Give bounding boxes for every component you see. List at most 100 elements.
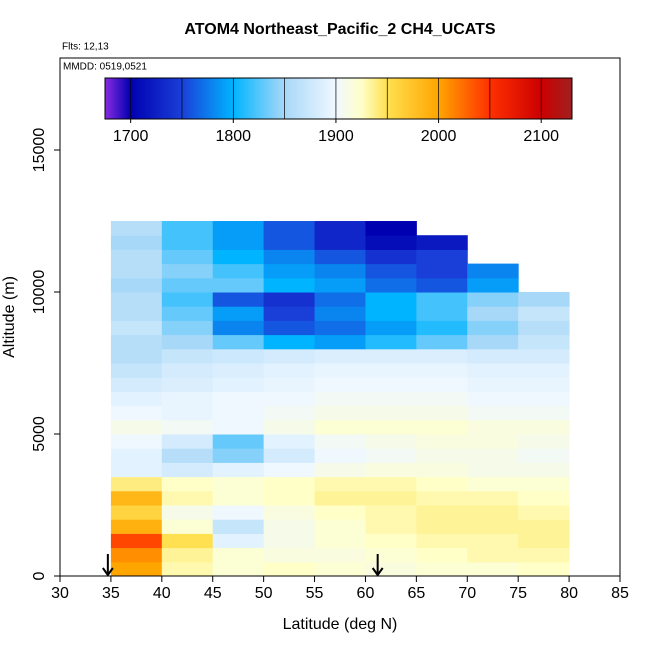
heat-cell xyxy=(467,434,519,449)
heat-cell xyxy=(263,263,316,279)
heat-cell xyxy=(212,533,265,549)
heat-cell xyxy=(416,263,468,279)
heat-cell xyxy=(416,277,468,293)
heat-cell xyxy=(314,476,366,492)
heat-cell xyxy=(263,363,316,378)
colorbar-tick-label: 1700 xyxy=(113,128,149,145)
arrow xyxy=(102,554,114,577)
heat-cell xyxy=(263,277,316,293)
heat-cell xyxy=(314,391,366,407)
heat-cell xyxy=(314,377,366,392)
heat-cell xyxy=(314,462,366,478)
heat-cell xyxy=(263,462,316,478)
heat-cell xyxy=(365,377,417,392)
heat-cell xyxy=(110,263,163,279)
heat-cell xyxy=(212,434,265,449)
heat-cell xyxy=(263,547,316,563)
heat-cell xyxy=(161,334,214,350)
heat-cell xyxy=(416,405,468,421)
x-tick-label: 70 xyxy=(458,585,476,602)
heat-cell xyxy=(518,505,570,520)
heat-cell xyxy=(212,221,265,236)
heat-cell xyxy=(263,405,316,421)
heat-cell xyxy=(263,306,316,321)
heat-cell xyxy=(161,377,214,392)
heat-cell xyxy=(518,419,570,435)
heat-cell xyxy=(416,377,468,392)
heat-cell xyxy=(110,405,163,421)
heat-cell xyxy=(161,448,214,463)
x-tick-label: 80 xyxy=(560,585,578,602)
heat-cell xyxy=(110,533,163,549)
heat-cell xyxy=(161,547,214,563)
colorbar-tick-label: 1800 xyxy=(215,128,251,145)
heat-cell xyxy=(365,277,417,293)
heat-cell xyxy=(161,391,214,407)
heat-cell xyxy=(212,334,265,350)
heat-cell xyxy=(467,405,519,421)
x-tick-label: 45 xyxy=(204,585,222,602)
heat-cell xyxy=(110,448,163,463)
heat-cell xyxy=(518,348,570,364)
heat-cell xyxy=(263,448,316,463)
heat-cell xyxy=(212,348,265,364)
heat-cell xyxy=(110,462,163,478)
heat-cell xyxy=(416,334,468,350)
heat-cell xyxy=(263,348,316,364)
x-tick-label: 50 xyxy=(255,585,273,602)
heat-cell xyxy=(212,363,265,378)
heat-cell xyxy=(263,249,316,265)
heat-cell xyxy=(110,377,163,392)
heat-cell xyxy=(314,306,366,321)
heat-cell xyxy=(110,348,163,364)
heat-cell xyxy=(365,505,417,520)
heat-cell xyxy=(263,505,316,520)
heat-cell xyxy=(518,334,570,350)
y-tick-label: 15000 xyxy=(31,128,48,173)
heat-cell xyxy=(161,277,214,293)
heat-cell xyxy=(518,519,570,534)
heat-cell xyxy=(467,505,519,520)
y-tick-label: 5000 xyxy=(31,416,48,452)
heat-cell xyxy=(518,306,570,321)
plot-frame xyxy=(59,57,621,577)
heat-cell xyxy=(263,419,316,435)
heat-cell xyxy=(365,462,417,478)
heat-cell xyxy=(161,235,214,250)
heat-cell xyxy=(467,419,519,435)
heat-cell xyxy=(467,348,519,364)
heat-cell xyxy=(416,249,468,265)
heat-cell xyxy=(263,476,316,492)
x-tick-label: 75 xyxy=(509,585,527,602)
heat-cell xyxy=(212,405,265,421)
heat-cell xyxy=(314,320,366,336)
heat-cell xyxy=(161,292,214,307)
heat-cell xyxy=(161,249,214,265)
heat-cell xyxy=(212,320,265,336)
heat-cell xyxy=(263,320,316,336)
heat-cell xyxy=(263,292,316,307)
heat-cell xyxy=(518,462,570,478)
heat-cell xyxy=(416,363,468,378)
heat-cell xyxy=(161,348,214,364)
y-tick-label: 0 xyxy=(31,571,48,580)
heat-cell xyxy=(518,320,570,336)
heat-cell xyxy=(212,519,265,534)
arrow-head xyxy=(102,567,114,577)
heat-cell xyxy=(161,221,214,236)
heat-cell xyxy=(467,363,519,378)
heat-cell xyxy=(110,249,163,265)
heat-cell xyxy=(365,448,417,463)
chart-title: ATOM4 Northeast_Pacific_2 CH4_UCATS xyxy=(184,21,496,38)
x-axis-label: Latitude (deg N) xyxy=(283,616,398,633)
heat-cell xyxy=(467,519,519,534)
x-tick-label: 40 xyxy=(153,585,171,602)
heat-cell xyxy=(365,363,417,378)
heat-cell xyxy=(416,561,468,577)
y-tick-label: 10000 xyxy=(31,270,48,315)
heat-cell xyxy=(518,405,570,421)
heat-cell xyxy=(314,547,366,563)
heat-cell xyxy=(110,277,163,293)
heat-cell xyxy=(416,292,468,307)
heat-cell xyxy=(365,263,417,279)
